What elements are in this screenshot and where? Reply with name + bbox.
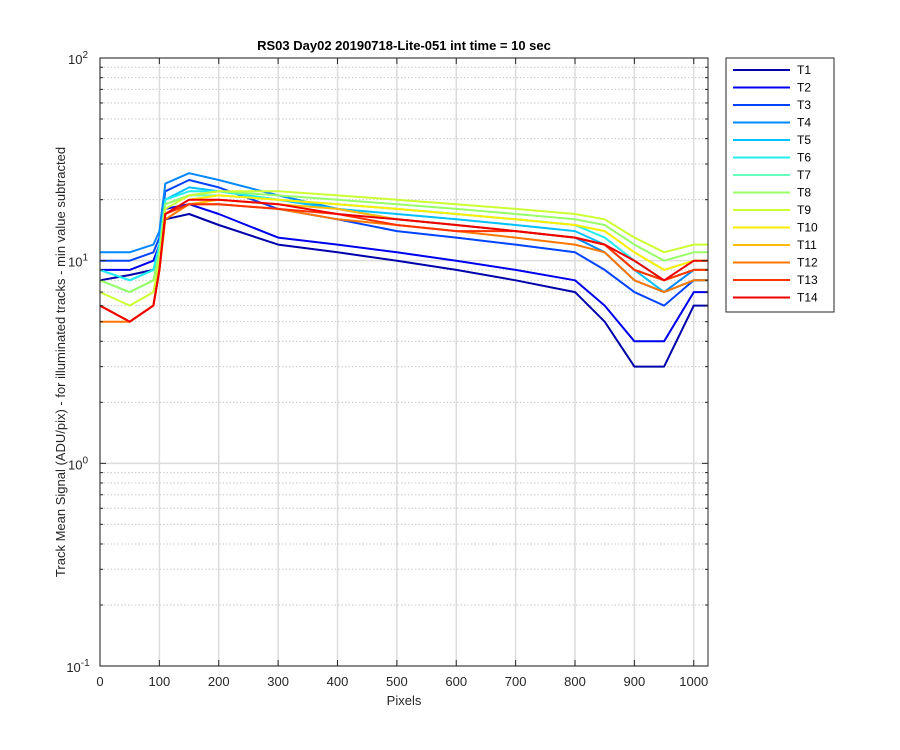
plot-background [100,58,708,666]
legend-label-t3: T3 [797,98,811,112]
x-axis-label: Pixels [387,693,422,708]
legend-label-t4: T4 [797,116,811,130]
y-tick-label: 101 [68,253,88,270]
y-tick-label: 10-1 [66,658,90,675]
legend-label-t9: T9 [797,203,811,217]
legend-label-t1: T1 [797,63,811,77]
legend[interactable]: T1 T2 T3 T4 T5 T6 T7 T8 T9 T10 T11 T12 T13 T14 [725,57,835,313]
x-tick-label: 700 [505,674,527,689]
x-tick-label: 500 [386,674,408,689]
plot-frame [99,57,709,667]
y-tick-label: 100 [68,455,88,472]
y-tick-exponent: -1 [81,658,90,669]
legend-label-t11: T11 [797,238,817,252]
x-tick-label: 400 [327,674,349,689]
x-tick-label: 200 [208,674,230,689]
legend-label-t12: T12 [797,256,818,270]
series-lines [99,172,708,368]
legend-label-t7: T7 [797,168,811,182]
y-tick-base: 10 [68,52,82,67]
y-tick-base: 10 [68,457,82,472]
y-tick-exponent: 1 [82,253,88,264]
legend-label-t5: T5 [797,133,811,147]
legend-label-t10: T10 [797,221,818,235]
legend-box [725,57,835,313]
chart-title: RS03 Day02 20190718-Lite-051 int time = … [257,38,551,53]
axes: 0 100 200 300 400 500 600 700 800 900 100010-11001… [66,50,708,689]
x-tick-label: 100 [149,674,171,689]
series-line-t9 [99,190,708,307]
series-line-t3 [100,179,708,307]
x-tick-label: 0 [96,674,103,689]
legend-label-t13: T13 [797,273,818,287]
series-line-t8 [99,190,708,294]
x-tick-label: 1000 [679,674,708,689]
legend-label-t6: T6 [797,151,811,165]
y-tick-base: 10 [68,255,82,270]
y-tick-base: 10 [66,660,80,675]
legend-label-t14: T14 [797,291,818,305]
x-tick-label: 600 [445,674,467,689]
series-line-t14 [99,198,708,323]
y-axis-label: Track Mean Signal (ADU/pix) - for illumi… [53,147,68,577]
x-tick-label: 300 [267,674,289,689]
legend-label-t8: T8 [797,186,811,200]
y-tick-label: 102 [68,50,88,67]
legend-label-t2: T2 [797,81,811,95]
x-tick-label: 900 [624,674,646,689]
y-tick-exponent: 2 [82,50,88,61]
y-tick-exponent: 0 [82,455,88,466]
x-tick-label: 800 [564,674,586,689]
